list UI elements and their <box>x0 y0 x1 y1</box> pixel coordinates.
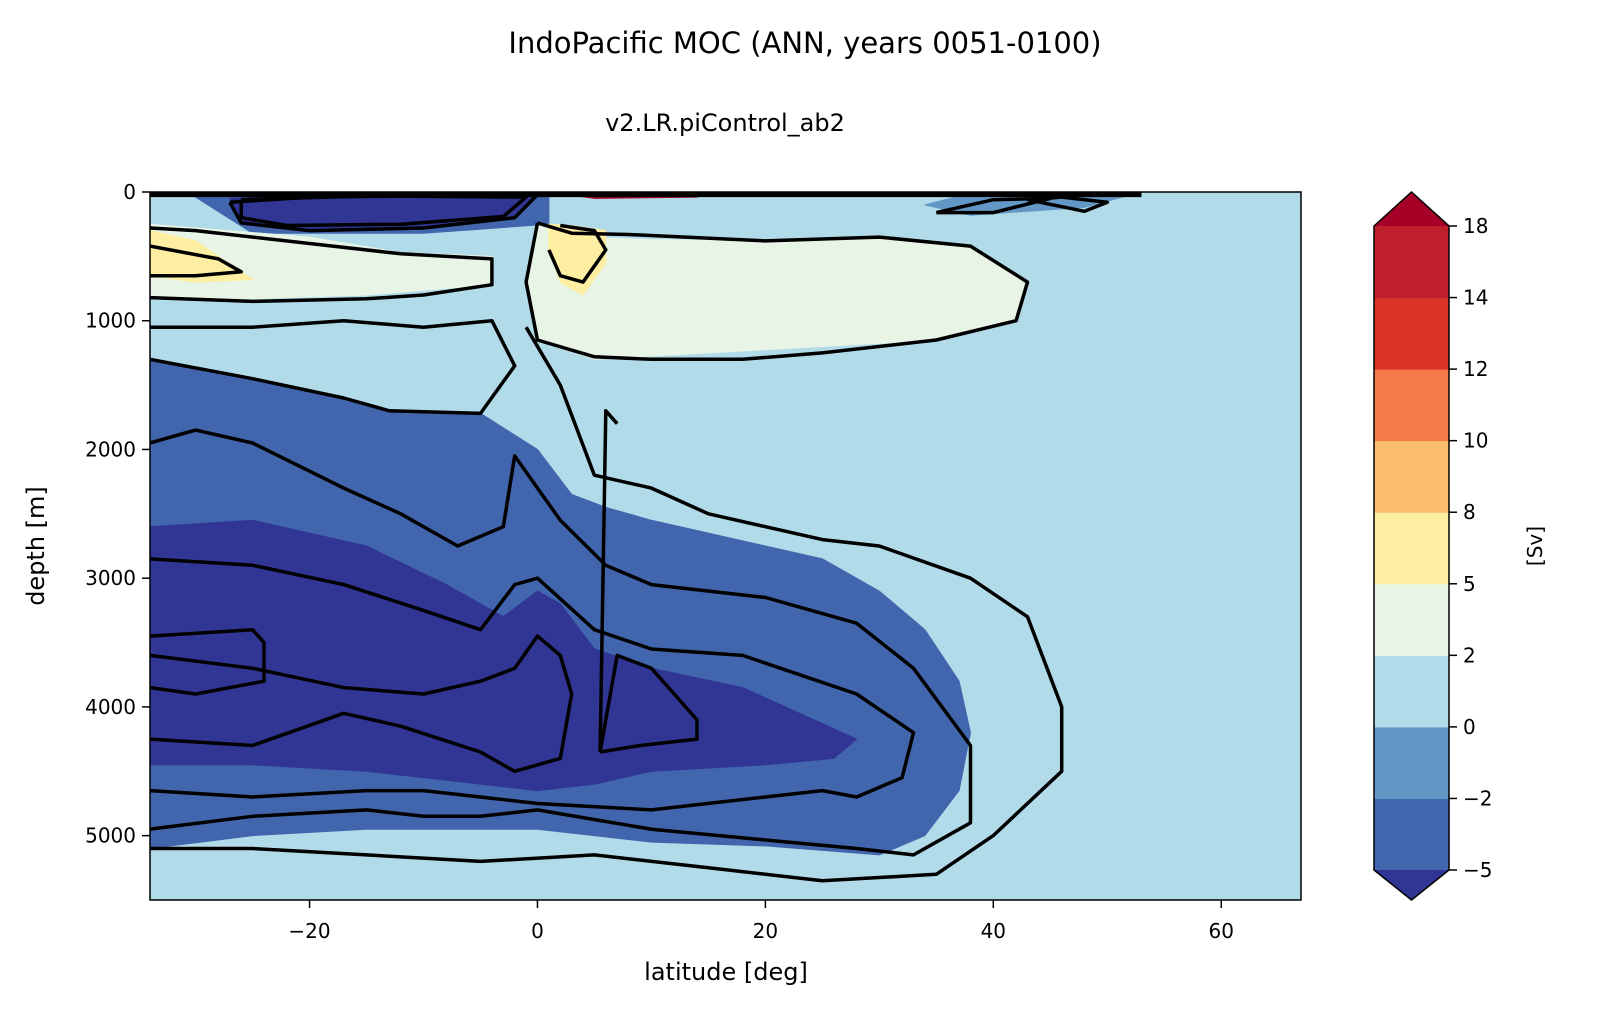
colorbar-tick-label: 8 <box>1463 500 1476 524</box>
contour-line-3 <box>598 653 699 754</box>
contour-line-7 <box>150 318 517 416</box>
contour-line-1 <box>150 627 266 696</box>
colorbar-swatch <box>1374 726 1449 799</box>
chart-subtitle: v2.LR.piControl_ab2 <box>605 109 845 137</box>
colorbar-swatch <box>1374 297 1449 370</box>
contour-line-16 <box>239 194 528 228</box>
contour-line-2 <box>150 634 574 774</box>
contour-line-9 <box>150 226 494 304</box>
colorbar: −5 −2 0 2 5 8 10 12 14 18 <box>1373 190 1492 901</box>
colorbar-tick-label: 10 <box>1463 429 1488 453</box>
plot-frame <box>149 191 1302 901</box>
colorbar-extend-under <box>1374 870 1449 900</box>
x-axis-label: latitude [deg] <box>644 958 808 986</box>
colorbar-tick-label: 18 <box>1463 214 1488 238</box>
y-tick-label: 2000 <box>85 437 136 461</box>
x-tick-label: −20 <box>288 919 330 943</box>
contour-line-10 <box>524 221 1030 362</box>
colorbar-swatch <box>1374 512 1449 585</box>
colorbar-tick-label: 14 <box>1463 286 1488 310</box>
x-axis: −20 0 20 40 60 <box>288 900 1234 943</box>
colorbar-swatch <box>1374 440 1449 513</box>
colorbar-tick-label: 2 <box>1463 643 1476 667</box>
colorbar-swatch <box>1374 583 1449 656</box>
contour-line-6 <box>150 428 973 857</box>
contour-line-4 <box>598 409 619 753</box>
contour-line-12 <box>547 223 608 284</box>
colorbar-tick-label: 0 <box>1463 715 1476 739</box>
colorbar-swatch <box>1374 655 1449 728</box>
y-axis: 0 1000 2000 3000 4000 5000 <box>85 180 150 848</box>
contour-line-11 <box>150 244 243 278</box>
contour-plot-area <box>150 192 1301 900</box>
filled-contour-regions <box>150 192 1142 856</box>
y-axis-label: depth [m] <box>22 486 50 606</box>
x-tick-label: 40 <box>981 919 1006 943</box>
y-tick-label: 5000 <box>85 824 136 848</box>
region-zone_lt_-5 <box>150 519 858 792</box>
y-tick-label: 4000 <box>85 695 136 719</box>
colorbar-tick-label: −5 <box>1463 858 1492 882</box>
colorbar-swatch <box>1374 226 1449 299</box>
colorbar-extend-over <box>1374 192 1449 226</box>
y-tick-label: 0 <box>123 180 136 204</box>
colorbar-swatch <box>1374 369 1449 442</box>
colorbar-tick-label: 5 <box>1463 572 1476 596</box>
y-tick-label: 3000 <box>85 566 136 590</box>
x-tick-label: 60 <box>1209 919 1234 943</box>
colorbar-tick-label: 12 <box>1463 357 1488 381</box>
contour-line-5 <box>150 557 916 812</box>
x-tick-label: 20 <box>753 919 778 943</box>
colorbar-label: [Sv] <box>1523 526 1547 566</box>
contour-line-8 <box>150 326 1064 883</box>
colorbar-tick-label: −2 <box>1463 786 1492 810</box>
contour-lines <box>150 192 1142 883</box>
chart-title: IndoPacific MOC (ANN, years 0051-0100) <box>508 26 1101 60</box>
colorbar-swatch <box>1374 798 1449 871</box>
contour-line-14 <box>1027 195 1110 214</box>
y-tick-label: 1000 <box>85 309 136 333</box>
x-tick-label: 0 <box>531 919 544 943</box>
